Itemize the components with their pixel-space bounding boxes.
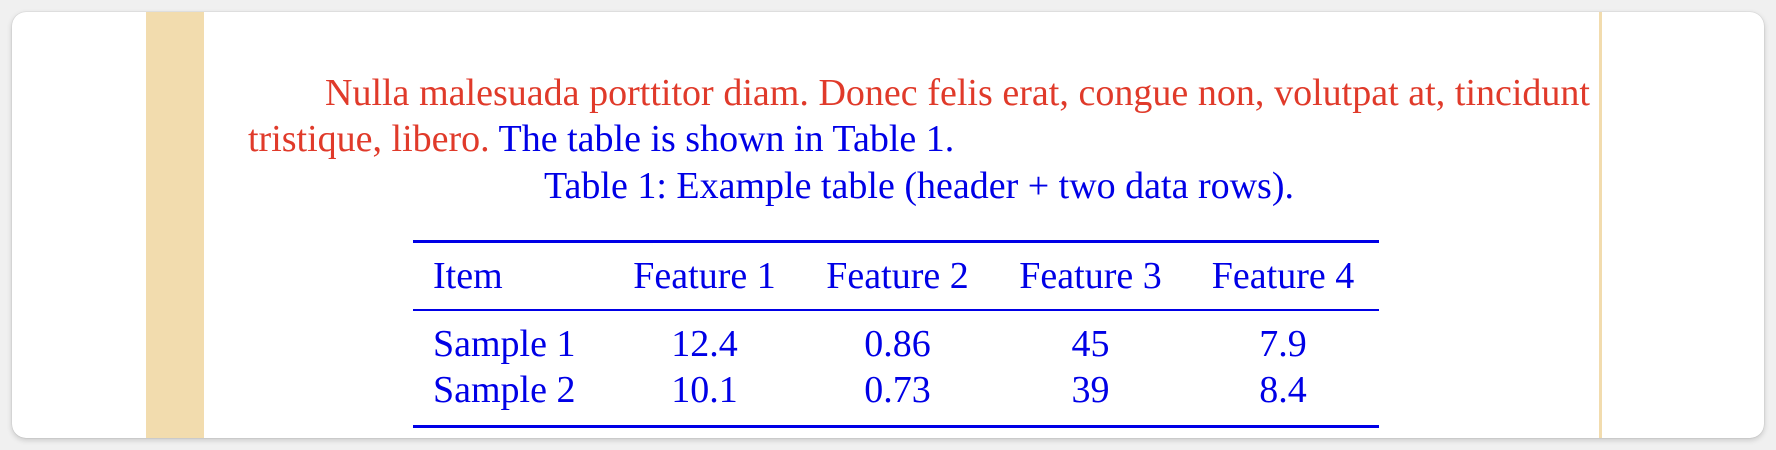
header-feature-3: Feature 3 (994, 240, 1187, 311)
table-cell: 39 (994, 367, 1187, 428)
table-cell: 7.9 (1259, 323, 1307, 365)
table-cell: Sample 2 (413, 367, 608, 428)
header-item: Item (413, 240, 608, 311)
document-page: Nulla malesuada porttitor diam. Donec fe… (12, 12, 1764, 438)
margin-bar (146, 12, 204, 438)
table-cell: Sample 1 (433, 323, 576, 365)
table-row: Sample 1 12.4 0.86 45 7.9 (413, 310, 1379, 367)
table-cell: 12.4 (671, 323, 738, 365)
red-sentence: Nulla malesuada porttitor diam. Donec fe… (248, 72, 1590, 160)
data-table: Item Feature 1 Feature 2 Feature 3 Featu… (413, 240, 1379, 428)
table-cell: 8.4 (1187, 367, 1379, 428)
table-reference-sentence: The table is shown in Table 1. (498, 118, 955, 160)
table-cell: 45 (1071, 323, 1110, 365)
header-feature-2: Feature 2 (801, 240, 994, 311)
header-feature-4: Feature 4 (1187, 240, 1379, 311)
table-cell: 0.86 (864, 323, 931, 365)
table-caption: Table 1: Example table (header + two dat… (544, 165, 1294, 207)
body-paragraph: Nulla malesuada porttitor diam. Donec fe… (248, 70, 1590, 162)
table-header-row: Item Feature 1 Feature 2 Feature 3 Featu… (413, 240, 1379, 311)
table-row: Sample 2 10.1 0.73 39 8.4 (413, 367, 1379, 428)
right-margin-rule (1599, 12, 1602, 438)
table-cell: 10.1 (608, 367, 801, 428)
header-feature-1: Feature 1 (608, 240, 801, 311)
table-cell: 0.73 (801, 367, 994, 428)
